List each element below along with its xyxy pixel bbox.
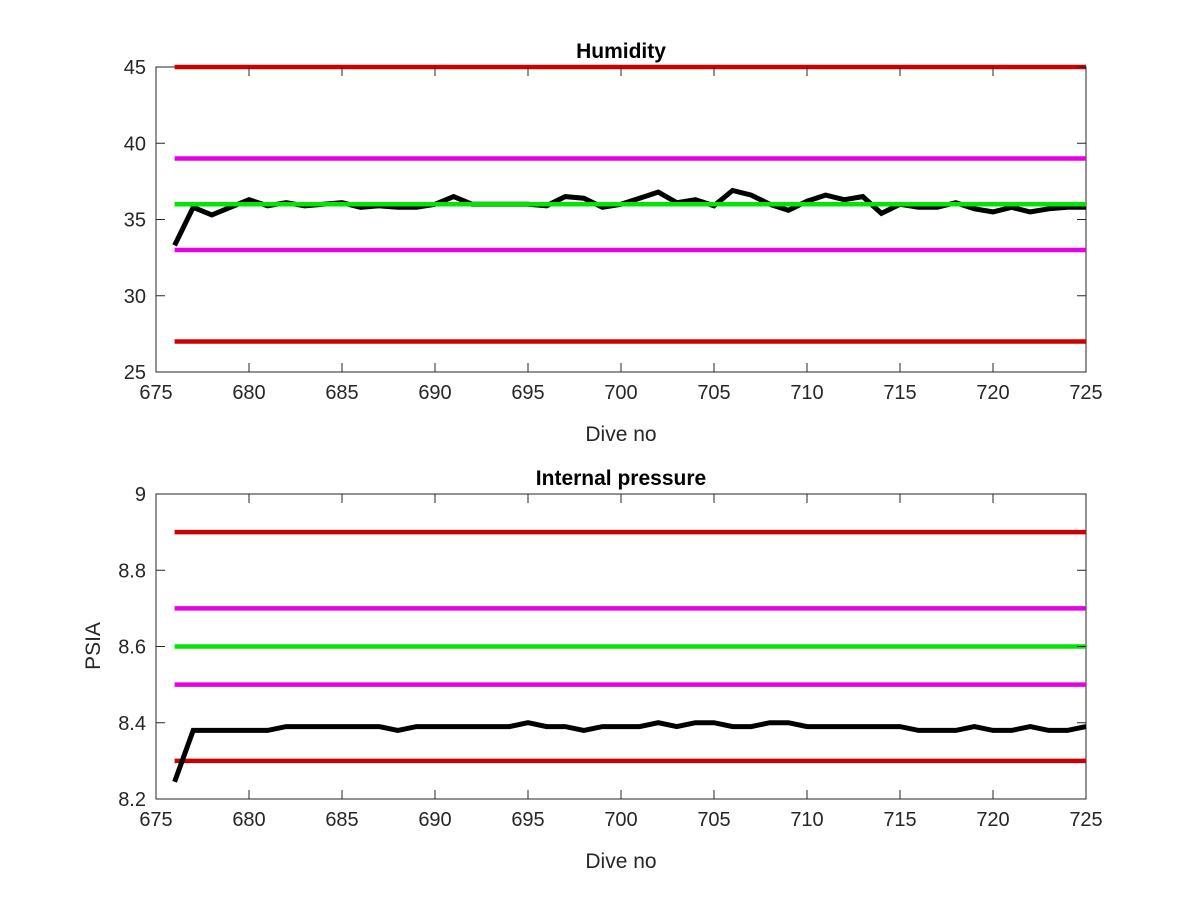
humidity-x-tick-label: 700	[604, 382, 637, 404]
humidity-x-tick-label: 675	[139, 382, 172, 404]
humidity-y-tick-label: 45	[124, 57, 146, 79]
humidity-x-tick-label: 695	[511, 382, 544, 404]
pressure-x-tick-label: 715	[883, 809, 916, 831]
humidity-plot: 675 680 685 690 695 700 705 710 715 720 725 25 30 35 4…	[124, 40, 1103, 446]
humidity-x-tick-label: 725	[1069, 382, 1102, 404]
pressure-x-axis-label: Dive no	[585, 850, 656, 873]
pressure-x-tick-label: 695	[511, 809, 544, 831]
humidity-y-tick-label: 40	[124, 133, 146, 155]
pressure-x-tick-label: 710	[790, 809, 823, 831]
pressure-y-tick-label: 8.2	[118, 789, 146, 811]
pressure-y-tick-label: 9	[135, 484, 146, 506]
pressure-x-tick-label: 675	[139, 809, 172, 831]
pressure-title: Internal pressure	[536, 467, 706, 490]
humidity-x-tick-label: 720	[976, 382, 1009, 404]
pressure-ticks-layer: 675 680 685 690 695 700 705 710 715 720 725 8.2 8.4 8…	[118, 484, 1103, 831]
pressure-x-tick-label: 720	[976, 809, 1009, 831]
pressure-x-tick-label: 690	[418, 809, 451, 831]
humidity-x-tick-label: 690	[418, 382, 451, 404]
humidity-x-tick-label: 705	[697, 382, 730, 404]
pressure-x-tick-label: 685	[325, 809, 358, 831]
humidity-y-tick-label: 35	[124, 210, 146, 232]
humidity-series-layer	[172, 64, 1086, 344]
humidity-x-axis-label: Dive no	[585, 423, 656, 446]
humidity-axes-box	[155, 66, 1087, 373]
pressure-y-tick-label: 8.4	[118, 713, 146, 735]
humidity-x-tick-label: 710	[790, 382, 823, 404]
pressure-x-tick-label: 680	[232, 809, 265, 831]
humidity-y-tick-label: 25	[124, 362, 146, 384]
humidity-ticks-layer: 675 680 685 690 695 700 705 710 715 720 725 25 30 35 4…	[124, 57, 1103, 404]
pressure-series-layer	[172, 529, 1087, 783]
humidity-title: Humidity	[576, 40, 666, 63]
pressure-y-tick-label: 8.6	[118, 637, 146, 659]
humidity-x-tick-label: 715	[883, 382, 916, 404]
humidity-x-tick-label: 680	[232, 382, 265, 404]
humidity-y-tick-label: 30	[124, 286, 146, 308]
pressure-x-tick-label: 725	[1069, 809, 1102, 831]
pressure-y-axis-label: PSIA	[82, 622, 105, 670]
humidity-x-tick-label: 685	[325, 382, 358, 404]
pressure-plot: 675 680 685 690 695 700 705 710 715 720 725 8.2 8.4 8…	[82, 467, 1103, 873]
pressure-x-tick-label: 700	[604, 809, 637, 831]
pressure-y-tick-label: 8.8	[118, 560, 146, 582]
pressure-x-tick-label: 705	[697, 809, 730, 831]
pressure-series-data-line-5	[172, 720, 1087, 783]
